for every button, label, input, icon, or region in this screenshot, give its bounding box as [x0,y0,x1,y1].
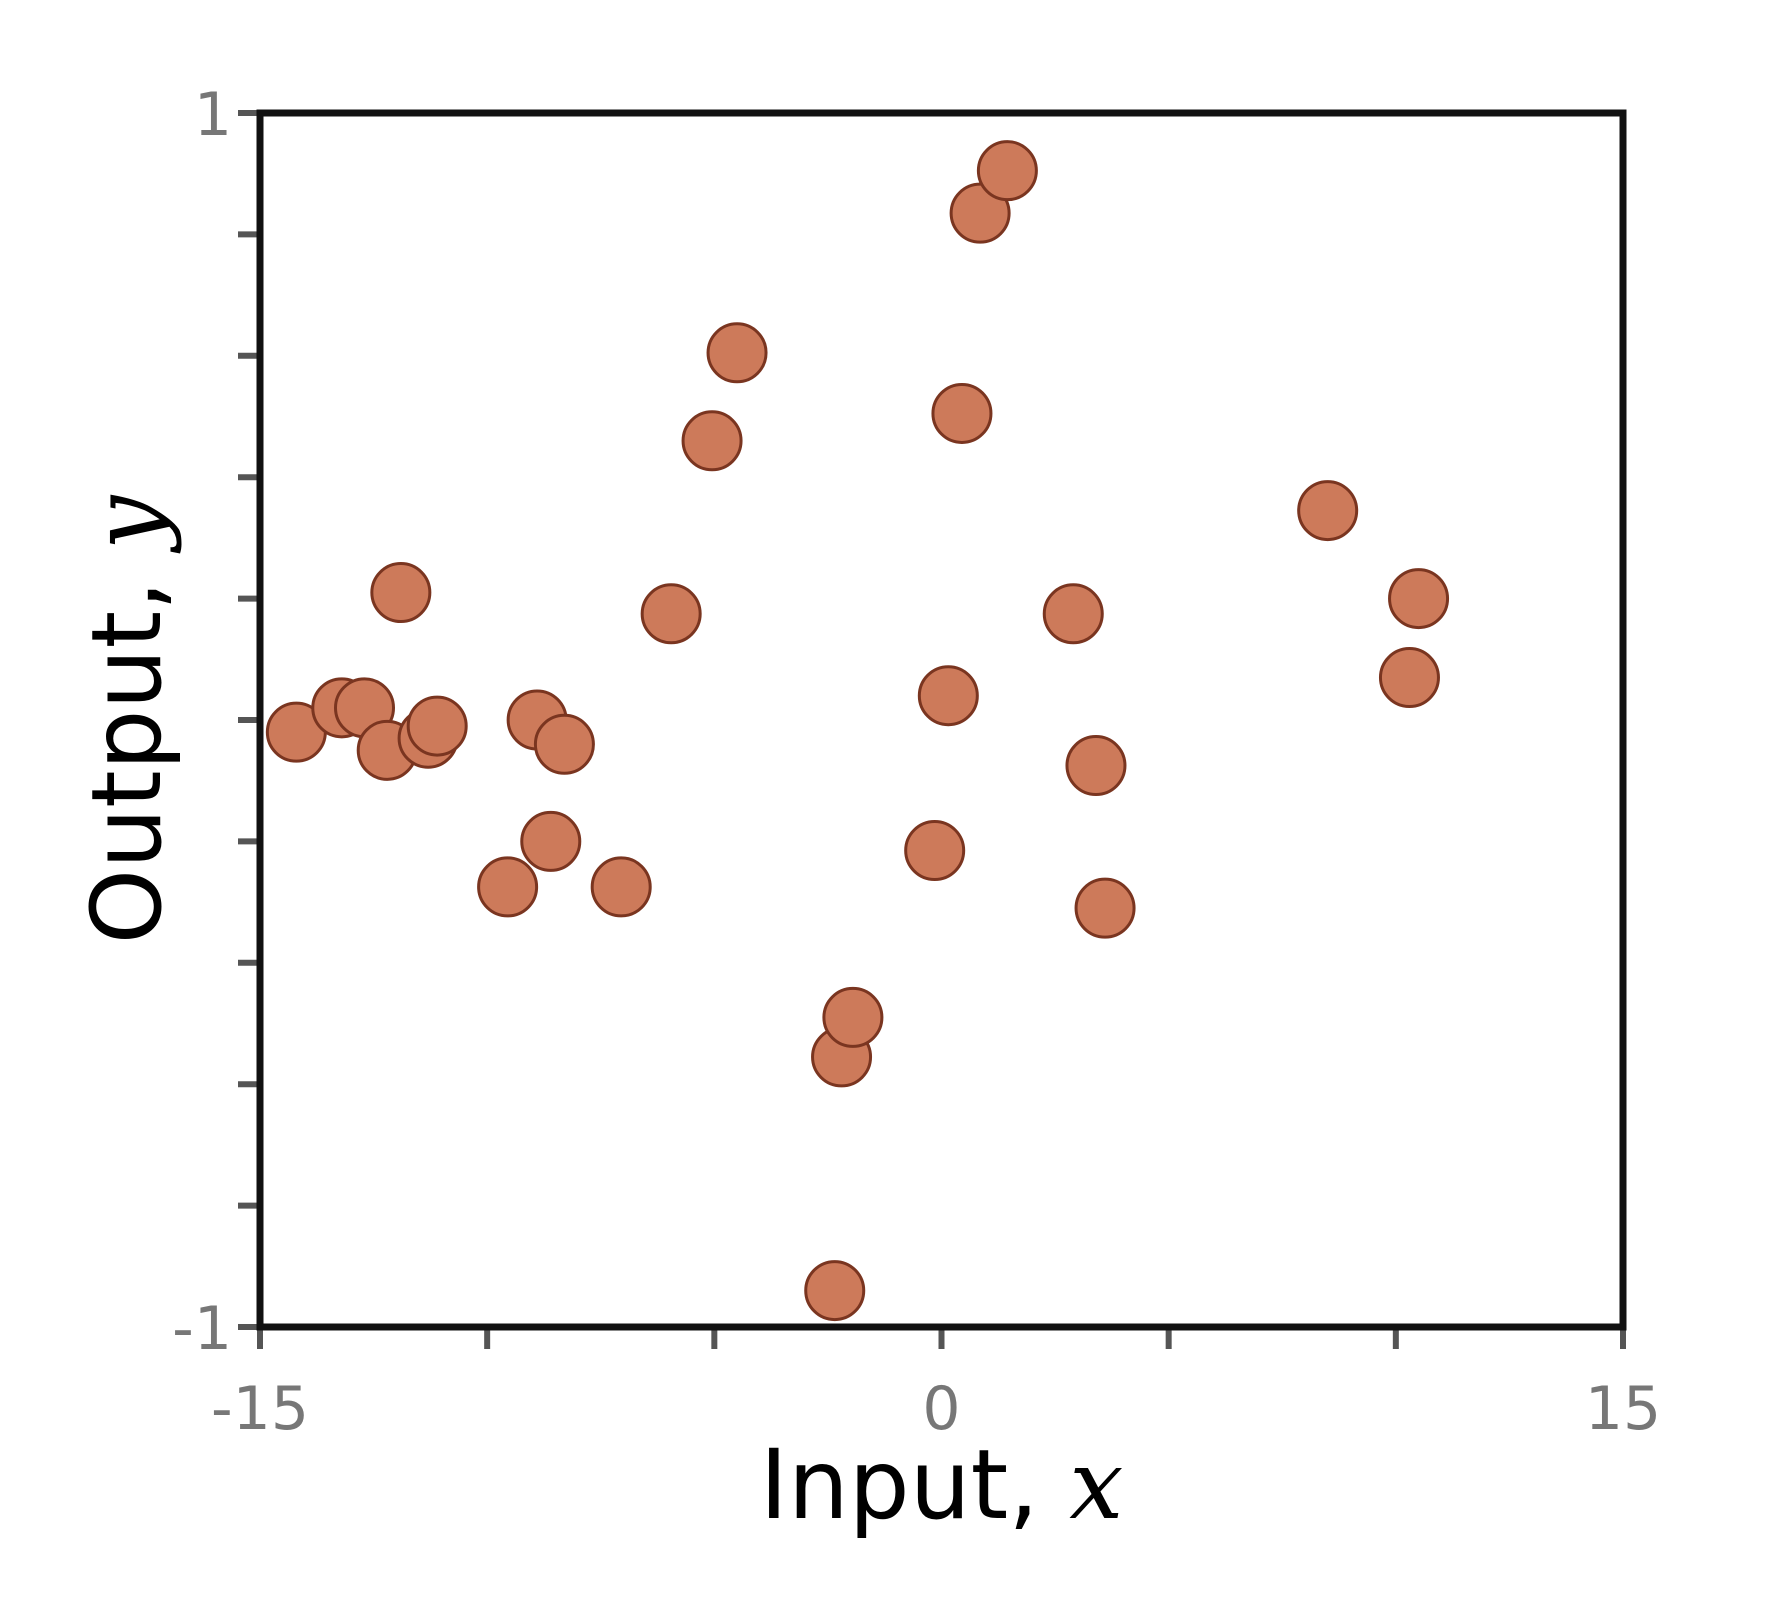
data-point [904,820,966,882]
data-point [1297,480,1359,542]
x-axis-label-variable: x [1069,1429,1123,1541]
data-point [931,382,993,444]
data-point [533,713,595,775]
data-point [822,986,884,1048]
data-point [406,695,468,757]
x-tick-label: 15 [1585,1374,1661,1444]
data-point [1378,647,1440,709]
axis-ticks [238,110,1626,1349]
data-point [477,856,539,918]
data-point [917,665,979,727]
data-point [1065,735,1127,797]
plot-frame [256,109,1627,1331]
y-axis-label-text: Output, [71,550,183,945]
y-tick-label: -1 [172,1294,232,1364]
y-tick-label: 1 [194,80,232,150]
data-point [640,583,702,645]
x-tick-label: -15 [211,1374,309,1444]
data-point [804,1260,866,1322]
data-point [976,140,1038,202]
x-tick-label: 0 [922,1374,960,1444]
data-points [265,140,1450,1322]
x-axis-label: Input, x [760,1429,1124,1541]
x-axis-label-text: Input, [760,1429,1070,1541]
data-point [1042,583,1104,645]
data-point [706,322,768,384]
tick-labels: -15 0 15 -1 1 [172,80,1661,1444]
data-point [590,856,652,918]
data-point [520,810,582,872]
y-axis-label-variable: y [71,494,183,554]
data-point [370,562,432,624]
data-point [1388,568,1450,630]
y-axis-label: Output, y [71,494,183,945]
data-point [681,410,743,472]
data-point [1074,877,1136,939]
